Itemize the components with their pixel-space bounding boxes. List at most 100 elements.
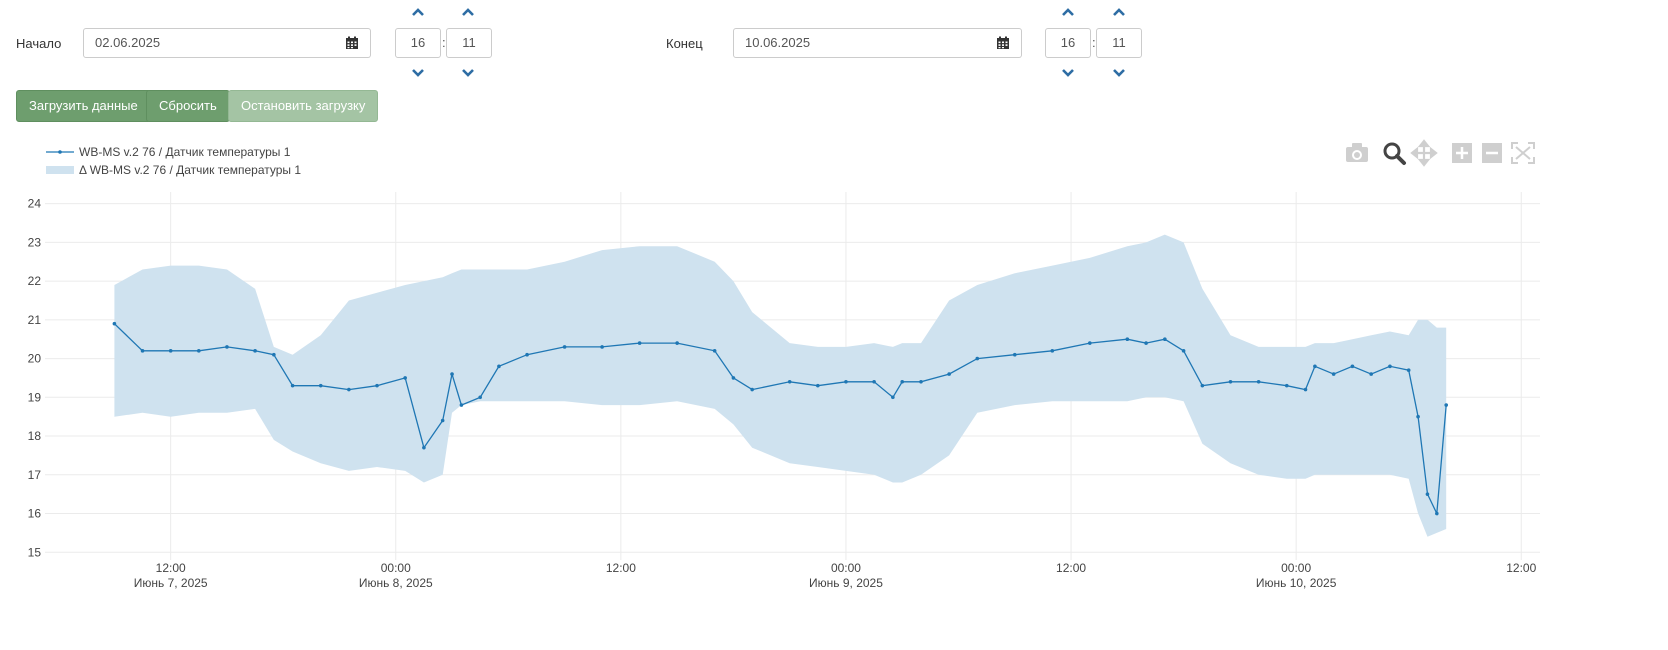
start-calendar-button[interactable]	[334, 28, 371, 58]
time-separator: :	[442, 35, 446, 50]
data-point[interactable]	[1181, 349, 1186, 353]
data-point[interactable]	[525, 352, 529, 357]
data-point[interactable]	[675, 341, 679, 345]
autoscale-icon[interactable]	[1511, 142, 1535, 164]
y-tick-label: 24	[28, 197, 42, 211]
start-hour-up-button[interactable]	[408, 5, 428, 19]
data-point[interactable]	[1303, 387, 1308, 392]
data-point[interactable]	[816, 383, 820, 388]
data-point[interactable]	[872, 380, 876, 384]
data-point[interactable]	[947, 372, 951, 376]
data-point[interactable]	[1284, 383, 1289, 388]
data-point[interactable]	[1369, 372, 1373, 376]
data-point[interactable]	[1406, 368, 1411, 372]
data-point[interactable]	[1350, 364, 1355, 369]
data-point[interactable]	[112, 321, 117, 326]
data-point[interactable]	[891, 395, 895, 400]
data-point[interactable]	[750, 387, 754, 392]
data-point[interactable]	[403, 376, 407, 380]
data-point[interactable]	[440, 418, 445, 423]
data-point[interactable]	[1088, 341, 1092, 345]
zoom-icon[interactable]	[1383, 142, 1406, 165]
end-hour-input[interactable]: 16	[1045, 28, 1091, 58]
legend-item-band[interactable]: Δ WB-MS v.2 76 / Датчик температуры 1	[46, 163, 301, 177]
data-point[interactable]	[731, 376, 736, 380]
end-minute-up-button[interactable]	[1109, 5, 1129, 19]
data-point[interactable]	[1388, 364, 1392, 369]
data-point[interactable]	[600, 345, 604, 349]
y-tick-label: 20	[28, 352, 42, 366]
zoom-in-icon[interactable]	[1452, 143, 1472, 163]
data-point[interactable]	[900, 380, 905, 384]
data-point[interactable]	[1313, 364, 1317, 369]
x-tick-date: Июнь 9, 2025	[809, 576, 883, 590]
start-hour-input[interactable]: 16	[395, 28, 441, 58]
data-point[interactable]	[272, 352, 276, 357]
x-tick-time: 12:00	[606, 561, 636, 575]
y-tick-label: 19	[28, 390, 42, 404]
x-tick-date: Июнь 8, 2025	[359, 576, 433, 590]
end-hour-up-button[interactable]	[1058, 5, 1078, 19]
legend-item-line[interactable]: WB-MS v.2 76 / Датчик температуры 1	[46, 145, 291, 159]
load-data-button[interactable]: Загрузить данные	[16, 90, 151, 122]
end-minute-down-button[interactable]	[1109, 66, 1129, 80]
data-point[interactable]	[787, 380, 792, 384]
data-point[interactable]	[1416, 414, 1420, 419]
data-point[interactable]	[1425, 492, 1430, 496]
y-tick-label: 22	[28, 274, 42, 288]
data-point[interactable]	[1012, 352, 1017, 357]
camera-icon[interactable]	[1346, 143, 1368, 162]
data-point[interactable]	[1444, 403, 1449, 407]
data-point[interactable]	[478, 395, 482, 400]
data-point[interactable]	[919, 380, 923, 384]
data-point[interactable]	[637, 341, 642, 345]
data-point[interactable]	[975, 356, 980, 361]
data-point[interactable]	[1435, 511, 1439, 516]
data-point[interactable]	[1331, 372, 1336, 376]
data-point[interactable]	[1200, 383, 1205, 388]
data-point[interactable]	[318, 383, 323, 388]
start-date-input[interactable]: 02.06.2025	[83, 28, 335, 58]
data-point[interactable]	[562, 345, 567, 349]
x-tick-time: 12:00	[156, 561, 186, 575]
end-hour-down-button[interactable]	[1058, 66, 1078, 80]
data-point[interactable]	[290, 383, 295, 388]
data-point[interactable]	[422, 445, 426, 450]
chevron-down-icon	[462, 69, 474, 77]
start-minute-down-button[interactable]	[458, 66, 478, 80]
data-point[interactable]	[347, 387, 351, 392]
data-point[interactable]	[459, 403, 464, 407]
data-point[interactable]	[844, 380, 848, 384]
data-point[interactable]	[1228, 380, 1233, 384]
zoom-out-icon[interactable]	[1482, 143, 1502, 163]
data-point[interactable]	[1125, 337, 1130, 342]
data-point[interactable]	[168, 349, 173, 353]
end-date-input[interactable]: 10.06.2025	[733, 28, 986, 58]
stop-loading-button[interactable]: Остановить загрузку	[228, 90, 379, 122]
start-hour-down-button[interactable]	[408, 66, 428, 80]
data-point[interactable]	[225, 345, 229, 349]
data-point[interactable]	[253, 349, 257, 353]
data-point[interactable]	[375, 383, 379, 388]
data-point[interactable]	[1144, 341, 1148, 345]
data-point[interactable]	[197, 349, 201, 353]
x-tick-time: 12:00	[1056, 561, 1086, 575]
end-minute-input[interactable]: 11	[1096, 28, 1142, 58]
data-point[interactable]	[497, 364, 501, 369]
y-tick-label: 16	[28, 507, 42, 521]
data-point[interactable]	[140, 349, 145, 353]
end-calendar-button[interactable]	[985, 28, 1022, 58]
data-point[interactable]	[1256, 380, 1261, 384]
data-point[interactable]	[450, 372, 454, 376]
chevron-up-icon	[1062, 8, 1074, 16]
data-point[interactable]	[1163, 337, 1167, 342]
pan-icon[interactable]	[1410, 139, 1438, 167]
data-point[interactable]	[1050, 349, 1055, 353]
start-minute-up-button[interactable]	[458, 5, 478, 19]
reset-button[interactable]: Сбросить	[146, 90, 230, 122]
y-tick-label: 23	[28, 235, 42, 249]
data-point[interactable]	[712, 349, 717, 353]
start-minute-input[interactable]: 11	[446, 28, 492, 58]
calendar-icon	[346, 36, 358, 49]
